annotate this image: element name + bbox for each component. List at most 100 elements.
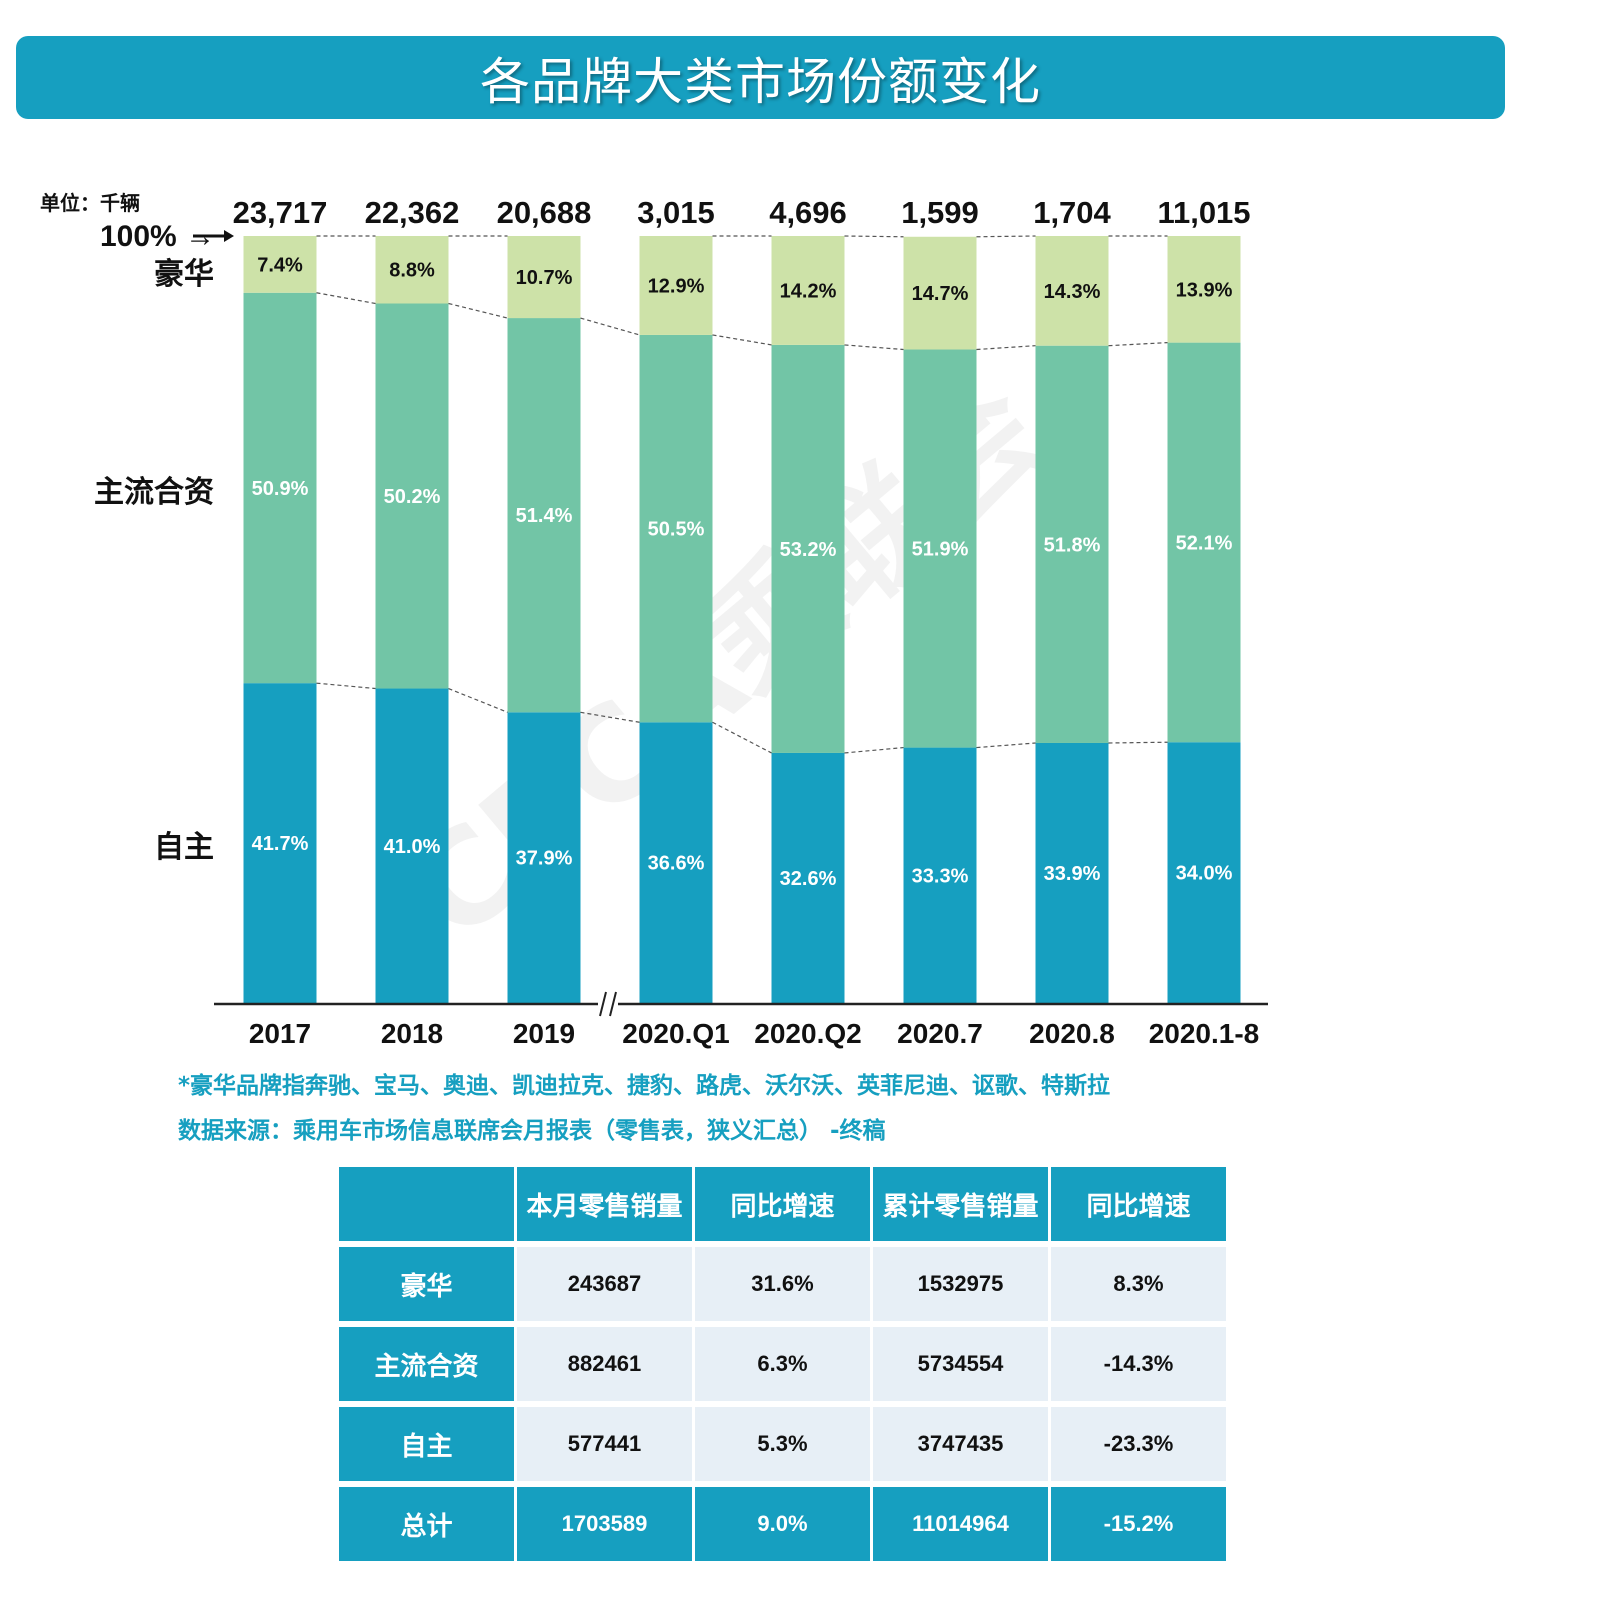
x-tick-label: 2018: [381, 1018, 443, 1049]
table-cell: 8.3%: [1051, 1247, 1226, 1321]
total-label: 22,362: [365, 195, 460, 230]
row-label: 主流合资: [339, 1327, 514, 1401]
connector-line: [316, 682, 376, 690]
table-cell: -15.2%: [1051, 1487, 1226, 1561]
x-tick-label: 2020.Q1: [622, 1018, 729, 1049]
bar-segment: [639, 334, 713, 723]
bar-segment: [243, 683, 317, 1003]
data-label: 50.5%: [648, 519, 705, 541]
header-cell: 同比增速: [1051, 1167, 1226, 1241]
bar-segment: [375, 303, 449, 689]
total-label: 1,599: [901, 195, 979, 230]
data-label: 34.0%: [1176, 863, 1233, 885]
data-label: 52.1%: [1176, 532, 1233, 554]
connector-line: [976, 235, 1036, 238]
bar-segment: [771, 344, 845, 753]
bar-segment: [1035, 742, 1109, 1003]
table-cell: 6.3%: [695, 1327, 870, 1401]
source-note: 数据来源：乘用车市场信息联席会月报表（零售表，狭义汇总） -终稿: [178, 1118, 886, 1144]
data-label: 53.2%: [780, 539, 837, 561]
connector-line: [712, 721, 772, 754]
connector-line: [844, 746, 904, 754]
axis-break-mark: [599, 991, 607, 1017]
bar-segment: [903, 236, 977, 350]
bar-segment: [903, 349, 977, 748]
table-row: 自主 577441 5.3% 3747435 -23.3%: [339, 1407, 1226, 1481]
data-label: 51.9%: [912, 539, 969, 561]
data-label: 51.4%: [516, 505, 573, 527]
connector-line: [1108, 342, 1168, 347]
data-label: 50.9%: [252, 478, 309, 500]
data-label: 13.9%: [1176, 279, 1233, 301]
table-cell: 5734554: [873, 1327, 1048, 1401]
table-cell: -14.3%: [1051, 1327, 1226, 1401]
bar-segment: [507, 236, 581, 319]
x-tick-label: 2020.1-8: [1149, 1018, 1260, 1049]
header-cell: 同比增速: [695, 1167, 870, 1241]
x-tick-label: 2019: [513, 1018, 575, 1049]
connector-line: [976, 345, 1036, 351]
bar-segment: [243, 292, 317, 684]
bar-segment: [771, 236, 845, 345]
bar-segment: [507, 712, 581, 1003]
table-cell: 3747435: [873, 1407, 1048, 1481]
data-label: 8.8%: [389, 260, 435, 282]
sales-table: 本月零售销量 同比增速 累计零售销量 同比增速 豪华 243687 31.6% …: [336, 1161, 1229, 1567]
bar-segment: [1035, 236, 1109, 346]
connector-line: [1108, 741, 1168, 744]
header-cell: [339, 1167, 514, 1241]
connector-line: [448, 302, 508, 319]
total-label: 23,717: [233, 195, 328, 230]
bar-segment: [1167, 742, 1241, 1003]
x-tick-label: 2020.Q2: [754, 1018, 861, 1049]
bar-segment: [375, 688, 449, 1003]
table-cell: 31.6%: [695, 1247, 870, 1321]
data-label: 36.6%: [648, 853, 705, 875]
total-label: 4,696: [769, 195, 847, 230]
table-cell: 882461: [517, 1327, 692, 1401]
table-cell: 11014964: [873, 1487, 1048, 1561]
table-cell: 1532975: [873, 1247, 1048, 1321]
data-label: 7.4%: [257, 254, 303, 276]
total-label: 1,704: [1033, 195, 1111, 230]
title-bar: 各品牌大类市场份额变化: [16, 36, 1505, 119]
series-label-0: 豪华: [154, 257, 214, 292]
data-label: 14.3%: [1044, 281, 1101, 303]
data-label: 41.0%: [384, 836, 441, 858]
header-cell: 本月零售销量: [517, 1167, 692, 1241]
connector-line: [844, 235, 904, 238]
table-row: 主流合资 882461 6.3% 5734554 -14.3%: [339, 1327, 1226, 1401]
row-label: 总计: [339, 1487, 514, 1561]
bar-segment: [771, 752, 845, 1003]
bar-segment: [903, 747, 977, 1003]
connector-line: [316, 292, 376, 305]
connector-line: [448, 687, 508, 713]
data-label: 33.3%: [912, 865, 969, 887]
table-cell: 9.0%: [695, 1487, 870, 1561]
data-label: 14.7%: [912, 283, 969, 305]
x-tick-label: 2020.7: [897, 1018, 983, 1049]
total-label: 11,015: [1157, 195, 1250, 230]
bar-segment: [1167, 342, 1241, 743]
row-label: 豪华: [339, 1247, 514, 1321]
table-row: 豪华 243687 31.6% 1532975 8.3%: [339, 1247, 1226, 1321]
connector-line: [580, 711, 640, 723]
connector-line: [580, 317, 640, 336]
series-label-2: 自主: [154, 830, 214, 865]
bar-segment: [243, 236, 317, 293]
data-label: 32.6%: [780, 868, 837, 890]
bar-segment: [1035, 345, 1109, 743]
bar-segment: [639, 236, 713, 335]
connector-line: [976, 742, 1036, 749]
table-cell: 577441: [517, 1407, 692, 1481]
x-tick-label: 2020.8: [1029, 1018, 1115, 1049]
unit-label: 单位：千辆: [40, 191, 140, 215]
bar-segment: [507, 318, 581, 713]
series-label-1: 主流合资: [94, 475, 214, 510]
total-label: 20,688: [497, 195, 592, 230]
data-label: 33.9%: [1044, 863, 1101, 885]
table-cell: 5.3%: [695, 1407, 870, 1481]
luxury-definition-note: *豪华品牌指奔驰、宝马、奥迪、凯迪拉克、捷豹、路虎、沃尔沃、英菲尼迪、讴歌、特斯…: [178, 1073, 1111, 1099]
table-cell: -23.3%: [1051, 1407, 1226, 1481]
